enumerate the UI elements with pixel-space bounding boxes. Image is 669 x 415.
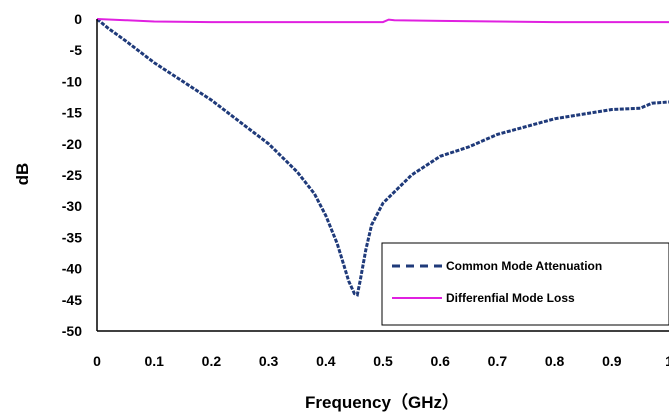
x-tick-label: 0.3 [259,353,279,369]
y-tick-label: -45 [62,292,82,308]
y-tick-label: -15 [62,105,82,121]
y-tick-label: -40 [62,261,82,277]
y-tick-label: -10 [62,73,82,89]
x-axis-title: Frequency（GHz） [305,392,459,412]
x-tick-label: 0.4 [316,353,336,369]
y-tick-label: -25 [62,167,82,183]
series-differential-mode-loss [96,18,669,24]
x-tick-label: 1 [665,353,669,369]
legend-label-common-mode: Common Mode Attenuation [446,259,602,273]
legend-box [381,242,669,326]
legend-label-differential-mode: Differenfial Mode Loss [446,291,575,305]
x-tick-label: 0.7 [488,353,508,369]
y-tick-labels: 0 -5 -10 -15 -20 -25 -30 -35 -40 -45 -50 [62,11,82,339]
x-tick-label: 0.9 [602,353,622,369]
x-tick-label: 0 [93,353,101,369]
y-tick-label: 0 [74,11,82,27]
x-tick-label: 0.2 [202,353,222,369]
y-tick-label: -35 [62,229,82,245]
x-tick-labels: 0 0.1 0.2 0.3 0.4 0.5 0.6 0.7 0.8 0.9 1 [93,353,669,369]
x-tick-label: 0.1 [144,353,164,369]
series-layer [96,17,669,297]
x-tick-label: 0.5 [373,353,393,369]
y-tick-label: -5 [70,42,83,58]
y-tick-label: -50 [62,323,82,339]
y-axis-title: dB [13,163,32,186]
x-tick-label: 0.8 [545,353,565,369]
y-tick-label: -20 [62,136,82,152]
y-tick-label: -30 [62,198,82,214]
series-common-mode-attenuation [96,17,669,297]
legend: Common Mode Attenuation Differenfial Mod… [381,242,669,326]
x-tick-label: 0.6 [430,353,450,369]
